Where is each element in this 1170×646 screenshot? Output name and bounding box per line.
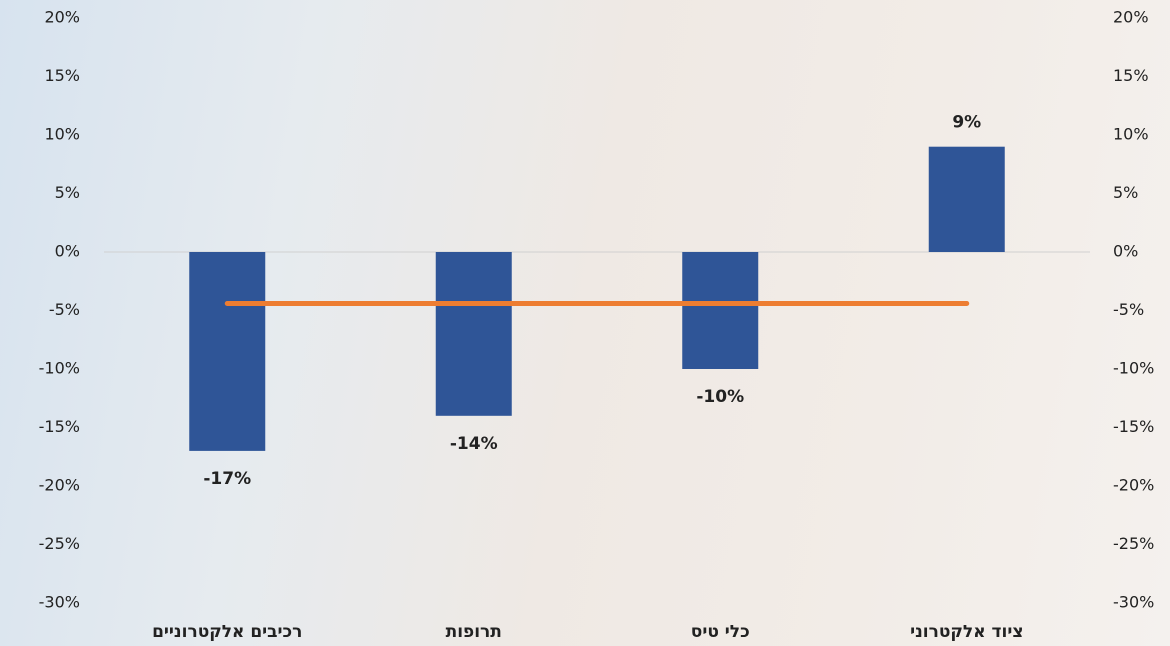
bar bbox=[929, 147, 1005, 252]
data-label: 9% bbox=[952, 113, 981, 133]
data-label: -10% bbox=[696, 387, 744, 407]
y-tick-label: -10% bbox=[39, 359, 80, 378]
x-tick-label: רכיבים אלקטרוניים bbox=[152, 622, 302, 642]
x-tick-label: תרופות bbox=[446, 622, 502, 642]
y-tick-label: 15% bbox=[44, 66, 80, 85]
y-tick-label: -15% bbox=[39, 417, 80, 436]
x-tick-label: ציוד אלקטרוני bbox=[910, 622, 1023, 642]
y2-tick-label: -20% bbox=[1113, 476, 1154, 495]
y2-tick-label: 10% bbox=[1113, 125, 1149, 144]
y2-tick-label: 0% bbox=[1113, 242, 1138, 261]
y-tick-label: 0% bbox=[55, 242, 80, 261]
y-tick-label: -30% bbox=[39, 593, 80, 612]
y2-tick-label: -30% bbox=[1113, 593, 1154, 612]
y-tick-label: -25% bbox=[39, 534, 80, 553]
y2-tick-label: -25% bbox=[1113, 534, 1154, 553]
y2-tick-label: 15% bbox=[1113, 66, 1149, 85]
y-tick-label: -20% bbox=[39, 476, 80, 495]
y2-tick-label: -15% bbox=[1113, 417, 1154, 436]
x-tick-label: כלי טיס bbox=[691, 622, 750, 642]
y-tick-label: -5% bbox=[49, 300, 80, 319]
bar bbox=[436, 252, 512, 416]
y-tick-label: 20% bbox=[44, 8, 80, 27]
data-label: -17% bbox=[203, 469, 251, 489]
chart-area: -30% -25% -20% -15% -10% -5% 0% 5% 10% 15% 20% -30%… bbox=[0, 0, 1170, 646]
bar bbox=[189, 252, 265, 451]
y2-tick-label: -10% bbox=[1113, 359, 1154, 378]
bar bbox=[682, 252, 758, 369]
chart: -30% -25% -20% -15% -10% -5% 0% 5% 10% 15% 20% -30%… bbox=[0, 0, 1170, 646]
y2-tick-label: -5% bbox=[1113, 300, 1144, 319]
y2-tick-label: 5% bbox=[1113, 183, 1138, 202]
y-tick-label: 5% bbox=[55, 183, 80, 202]
data-label: -14% bbox=[450, 434, 498, 454]
y2-tick-label: 20% bbox=[1113, 8, 1149, 27]
y-tick-label: 10% bbox=[44, 125, 80, 144]
